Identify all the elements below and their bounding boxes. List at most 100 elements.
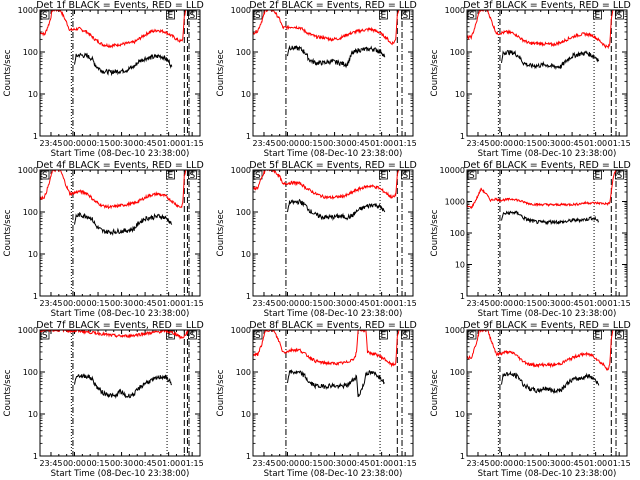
y-axis-label: Counts/sec <box>430 369 440 416</box>
y-axis-label: Counts/sec <box>3 369 13 416</box>
x-tick-label: 01:15 <box>181 459 204 468</box>
x-tick-label: 00:45 <box>347 459 370 468</box>
plot-frame <box>39 169 201 297</box>
marker-label: E <box>167 11 173 21</box>
series-events <box>287 198 386 221</box>
series-events <box>287 369 385 398</box>
marker-label: S <box>402 331 408 341</box>
chart-title: Det 9f BLACK = Events, RED = LLD <box>463 320 631 331</box>
marker-box <box>40 170 50 180</box>
marker-label: S <box>469 11 475 21</box>
marker-box <box>253 330 263 340</box>
chart-title: Det 3f BLACK = Events, RED = LLD <box>463 0 631 11</box>
marker-label: E <box>167 331 173 341</box>
marker-label: S <box>42 171 48 181</box>
marker-label: S <box>616 11 622 21</box>
x-tick-label: 00:15 <box>87 139 110 148</box>
x-tick-label: 01:00 <box>370 139 393 148</box>
y-axis-label: Counts/sec <box>216 209 226 256</box>
y-tick-label: 10 <box>241 90 251 99</box>
marker-label: S <box>402 171 408 181</box>
y-tick-label: 10 <box>455 410 465 419</box>
x-tick-label: 00:00 <box>276 299 299 308</box>
marker-label: E <box>594 11 600 21</box>
panel-7: Det 7f BLACK = Events, RED = LLD Counts/s… <box>3 320 204 479</box>
marker-label: S <box>189 11 195 21</box>
x-tick-label: 01:00 <box>157 299 180 308</box>
x-tick-label: 00:00 <box>490 299 513 308</box>
series-lld <box>467 10 614 50</box>
y-tick-label: 100 <box>450 48 465 57</box>
y-tick-label: 1000 <box>18 6 38 15</box>
x-tick-label: 01:00 <box>157 139 180 148</box>
x-tick-label: 00:30 <box>110 299 133 308</box>
series-events <box>74 373 172 400</box>
x-tick-label: 00:45 <box>347 139 370 148</box>
marker-box <box>401 170 410 180</box>
y-tick-label: 10 <box>455 261 465 270</box>
x-tick-label: 01:00 <box>584 459 607 468</box>
y-tick-label: 10 <box>455 90 465 99</box>
marker-label: S <box>469 331 475 341</box>
series-events <box>74 211 173 236</box>
y-tick-label: 1000 <box>445 198 465 207</box>
marker-box <box>40 10 50 20</box>
x-tick-label: 01:15 <box>394 459 417 468</box>
y-tick-label: 100 <box>236 208 251 217</box>
x-tick-label: 00:30 <box>110 459 133 468</box>
x-tick-label: 00:45 <box>561 139 584 148</box>
marker-box <box>379 10 388 20</box>
panel-4: Det 4f BLACK = Events, RED = LLD Counts/s… <box>3 160 204 319</box>
x-tick-label: 00:00 <box>63 299 86 308</box>
x-tick-label: 00:15 <box>514 139 537 148</box>
y-tick-label: 1000 <box>445 6 465 15</box>
y-tick-label: 1000 <box>231 326 251 335</box>
marker-box <box>467 170 477 180</box>
marker-box <box>188 330 197 340</box>
chart-title: Det 6f BLACK = Events, RED = LLD <box>463 160 631 171</box>
marker-label: E <box>594 171 600 181</box>
y-tick-label: 1000 <box>445 326 465 335</box>
marker-box <box>188 170 197 180</box>
x-tick-label: 00:15 <box>514 299 537 308</box>
marker-box <box>615 330 624 340</box>
y-tick-label: 100 <box>23 48 38 57</box>
x-tick-label: 23:45 <box>39 299 62 308</box>
y-tick-label: 1000 <box>18 326 38 335</box>
marker-box <box>593 330 602 340</box>
x-tick-label: 00:00 <box>276 459 299 468</box>
marker-box <box>253 10 263 20</box>
y-tick-label: 100 <box>236 48 251 57</box>
series-lld <box>467 170 617 210</box>
plot-frame <box>466 9 628 137</box>
y-tick-label: 1 <box>460 132 465 141</box>
y-axis-label: Counts/sec <box>430 209 440 256</box>
marker-box <box>253 170 263 180</box>
x-tick-label: 01:00 <box>584 139 607 148</box>
panel-5: Det 5f BLACK = Events, RED = LLD Counts/s… <box>216 160 417 319</box>
series-events <box>74 52 173 77</box>
chart-title: Det 2f BLACK = Events, RED = LLD <box>249 0 417 11</box>
series-lld <box>253 10 400 46</box>
x-tick-label: 23:45 <box>252 139 275 148</box>
marker-label: S <box>42 11 48 21</box>
y-tick-label: 10 <box>28 250 38 259</box>
y-axis-label: Counts/sec <box>3 209 13 256</box>
x-tick-label: 00:00 <box>490 139 513 148</box>
panel-6: Det 6f BLACK = Events, RED = LLD Counts/s… <box>430 160 631 319</box>
series-events <box>501 210 600 226</box>
marker-box <box>593 10 602 20</box>
marker-box <box>401 330 410 340</box>
x-tick-label: 23:45 <box>466 299 489 308</box>
marker-box <box>166 170 175 180</box>
x-tick-label: 23:45 <box>466 139 489 148</box>
plot-frame <box>466 169 628 297</box>
series-lld <box>40 170 187 210</box>
marker-box <box>593 170 602 180</box>
x-axis-label: Start Time (08-Dec-10 23:38:00) <box>478 469 617 479</box>
x-axis-label: Start Time (08-Dec-10 23:38:00) <box>264 309 403 319</box>
plot-frame <box>252 9 414 137</box>
y-axis-label: Counts/sec <box>430 49 440 96</box>
x-tick-label: 00:45 <box>134 299 157 308</box>
x-tick-label: 00:30 <box>323 459 346 468</box>
